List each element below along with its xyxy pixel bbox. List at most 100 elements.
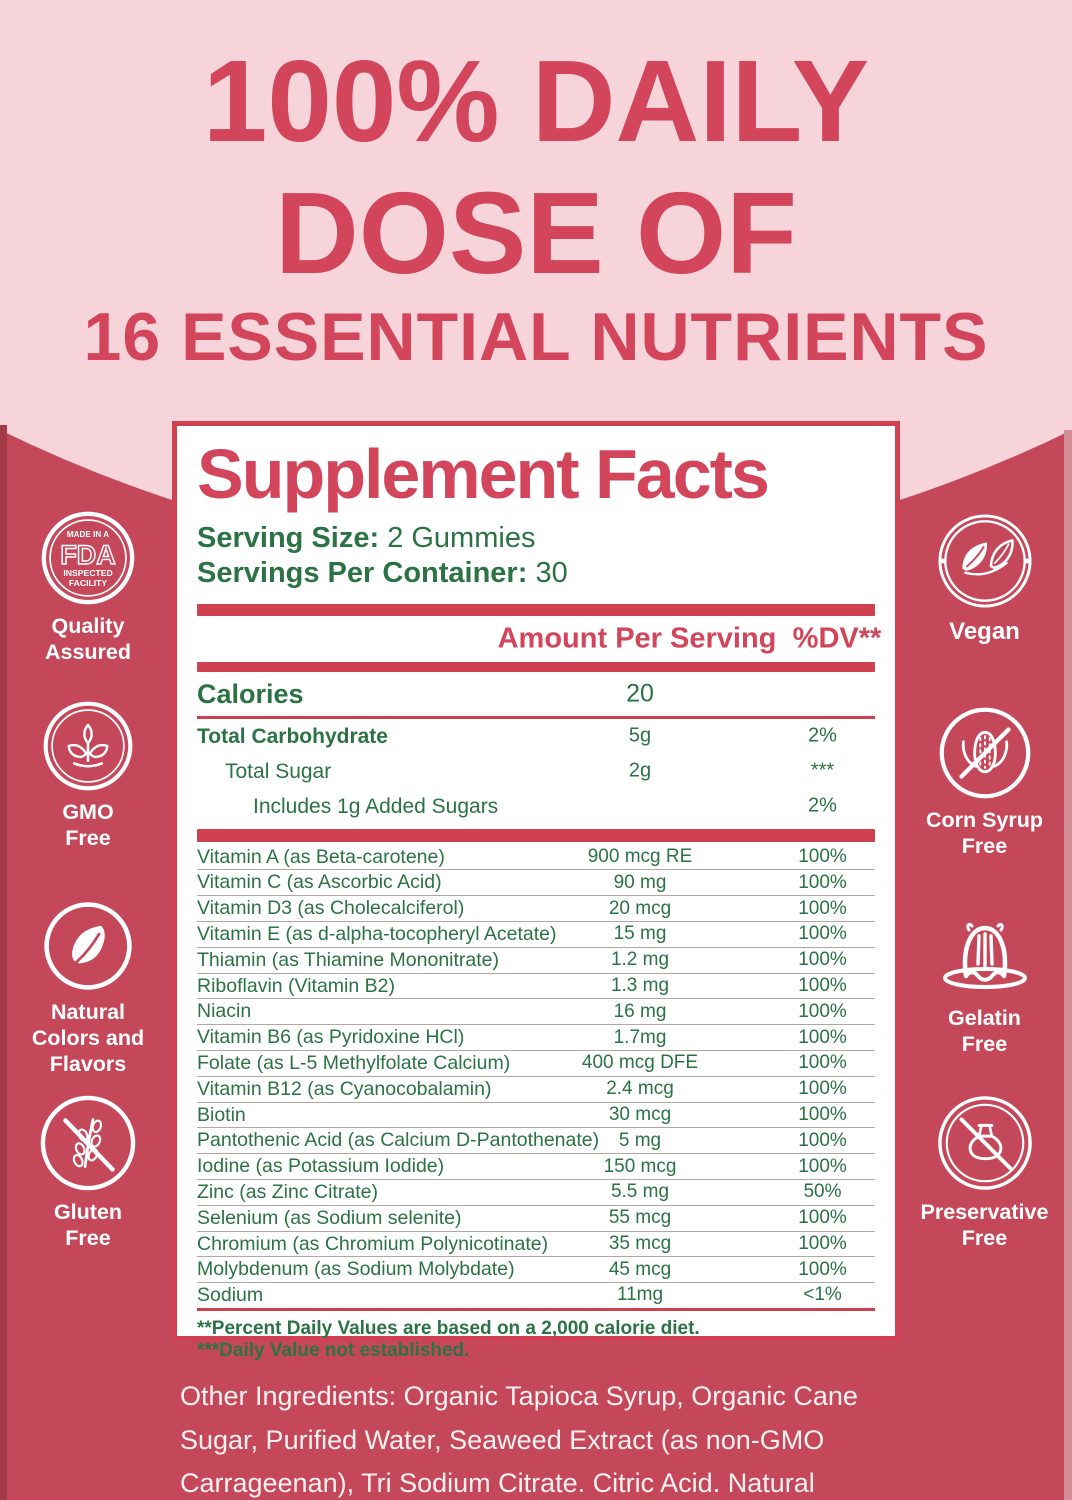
dv-header: %DV** xyxy=(792,622,882,655)
nutrient-row: Pantothenic Acid (as Calcium D-Pantothen… xyxy=(197,1128,875,1155)
badge-quality-assured: MADE IN A FDA INSPECTED FACILITY Quality… xyxy=(0,510,176,665)
nutrient-dv: 100% xyxy=(798,845,847,867)
nutrient-amount: 400 mcg DFE xyxy=(581,1052,699,1074)
badge-label: Gelatin Free xyxy=(948,1006,1021,1057)
supplement-facts-title: Supplement Facts xyxy=(197,435,770,513)
nutrient-dv: 100% xyxy=(798,1103,847,1125)
nutrient-row: Folate (as L-5 Methylfolate Calcium) 400… xyxy=(197,1051,875,1077)
nutrient-label: Folate (as L-5 Methylfolate Calcium) xyxy=(197,1051,511,1074)
nutrient-amount: 15 mg xyxy=(613,923,667,945)
divider-line xyxy=(197,1307,875,1311)
nutrient-label: Vitamin A (as Beta-carotene) xyxy=(197,845,445,868)
nutrient-label: Riboflavin (Vitamin B2) xyxy=(197,974,395,997)
macro-dv: 2% xyxy=(808,794,837,817)
macro-row: Total Sugar 2g *** xyxy=(197,754,875,789)
nutrient-amount: 16 mg xyxy=(613,1000,667,1022)
nutrient-row: Thiamin (as Thiamine Mononitrate) 1.2 mg… xyxy=(197,948,875,974)
badge-gelatin-free: Gelatin Free xyxy=(897,902,1072,1057)
fda-facility-text: FACILITY xyxy=(69,578,108,588)
badge-gmo-free: GMO Free xyxy=(0,700,176,851)
macro-dv: *** xyxy=(810,759,835,782)
nutrient-dv: 100% xyxy=(798,1026,847,1048)
pink-curve-background xyxy=(0,0,1072,560)
badge-label: Natural Colors and Flavors xyxy=(31,1000,145,1077)
nutrient-label: Zinc (as Zinc Citrate) xyxy=(197,1180,378,1203)
nutrient-label: Biotin xyxy=(197,1103,246,1126)
fda-made-in-a-text: MADE IN A xyxy=(67,530,109,539)
divider-bar xyxy=(197,661,875,672)
nutrient-label: Vitamin B6 (as Pyridoxine HCl) xyxy=(197,1026,465,1049)
macro-dv: 2% xyxy=(808,724,837,747)
nutrient-dv: <1% xyxy=(803,1284,842,1306)
nutrient-amount: 20 mcg xyxy=(608,897,672,919)
nutrient-dv: 100% xyxy=(798,1000,847,1022)
nutrient-amount: 5.5 mg xyxy=(610,1181,670,1203)
vegan-leaves-icon xyxy=(937,514,1032,608)
headline-line1: 100% DAILY xyxy=(202,36,870,166)
divider-line xyxy=(197,715,875,719)
nutrient-row: Vitamin E (as d-alpha-tocopheryl Acetate… xyxy=(197,922,875,948)
nutrient-row: Chromium (as Chromium Polynicotinate) 35… xyxy=(197,1232,875,1258)
badge-preservative-free: Preservative Free xyxy=(897,1094,1072,1251)
badge-label: Gluten Free xyxy=(53,1200,123,1251)
nutrient-dv: 100% xyxy=(798,897,847,919)
divider-bar xyxy=(197,603,875,616)
nutrient-row: Niacin 16 mg 100% xyxy=(197,999,875,1026)
badge-vegan: Vegan xyxy=(897,512,1072,646)
badge-label: Preservative Free xyxy=(920,1200,1049,1251)
serving-size-label: Serving Size: xyxy=(197,521,380,554)
nutrient-label: Vitamin D3 (as Cholecalciferol) xyxy=(197,897,465,920)
no-flask-icon xyxy=(937,1096,1032,1190)
badge-label: Corn Syrup Free xyxy=(925,808,1044,859)
nutrient-label: Selenium (as Sodium selenite) xyxy=(197,1206,462,1229)
nutrient-label: Thiamin (as Thiamine Mononitrate) xyxy=(197,948,500,971)
no-corn-icon xyxy=(939,707,1030,799)
calories-label: Calories xyxy=(197,678,304,709)
amount-per-serving-header: Amount Per Serving xyxy=(497,622,777,655)
nutrient-row: Vitamin D3 (as Cholecalciferol) 20 mcg 1… xyxy=(197,896,875,922)
nutrient-dv: 100% xyxy=(798,1052,847,1074)
nutrient-amount: 11mg xyxy=(616,1284,664,1306)
nutrient-row: Zinc (as Zinc Citrate) 5.5 mg 50% xyxy=(197,1180,875,1206)
other-ingredients: Other Ingredients: Organic Tapioca Syrup… xyxy=(180,1381,858,1499)
nutrient-row: Vitamin B6 (as Pyridoxine HCl) 1.7mg 100… xyxy=(197,1025,875,1051)
serving-size-line: Serving Size: 2 Gummies xyxy=(197,521,875,556)
nutrient-label: Pantothenic Acid (as Calcium D-Pantothen… xyxy=(197,1129,600,1152)
nutrient-row: Selenium (as Sodium selenite) 55 mcg 100… xyxy=(197,1206,875,1232)
macro-label: Total Sugar xyxy=(225,759,332,783)
nutrient-label: Niacin xyxy=(197,1000,252,1023)
macro-amount: 5g xyxy=(628,724,652,747)
nutrient-dv: 100% xyxy=(798,974,847,996)
sprout-icon xyxy=(43,701,133,791)
macro-rows: Total Carbohydrate 5g 2% Total Sugar 2g … xyxy=(197,719,875,824)
servings-per-container-line: Servings Per Container: 30 xyxy=(197,556,875,591)
nutrient-amount: 2.4 mcg xyxy=(606,1078,674,1100)
right-edge-strip xyxy=(1064,430,1072,1500)
macro-label: Includes 1g Added Sugars xyxy=(253,794,499,818)
nutrient-dv: 100% xyxy=(798,1258,847,1280)
fda-text: FDA xyxy=(60,540,115,570)
servings-value: 30 xyxy=(535,557,568,590)
nutrient-amount: 55 mcg xyxy=(608,1207,672,1229)
nutrient-amount: 1.2 mg xyxy=(610,949,670,971)
headline-line2: DOSE OF xyxy=(274,168,798,298)
leaf-icon xyxy=(44,902,132,990)
headline-line3: 16 ESSENTIAL NUTRIENTS xyxy=(83,299,989,375)
badge-gluten-free: Gluten Free xyxy=(0,1094,176,1251)
nutrient-dv: 100% xyxy=(798,1232,847,1254)
nutrient-amount: 90 mg xyxy=(613,871,667,893)
nutrient-dv: 100% xyxy=(798,1207,847,1229)
nutrient-rows: Vitamin A (as Beta-carotene) 900 mcg RE … xyxy=(197,845,875,1308)
supplement-facts-panel: Supplement Facts Serving Size: 2 Gummies… xyxy=(172,421,900,1361)
macro-row: Total Carbohydrate 5g 2% xyxy=(197,719,875,754)
badge-label: GMO Free xyxy=(62,800,114,851)
nutrient-dv: 100% xyxy=(798,923,847,945)
nutrient-row: Sodium 11mg <1% xyxy=(197,1283,875,1308)
nutrient-row: Vitamin C (as Ascorbic Acid) 90 mg 100% xyxy=(197,870,875,897)
nutrient-amount: 30 mcg xyxy=(608,1103,672,1125)
servings-label: Servings Per Container: xyxy=(197,557,528,590)
nutrient-dv: 100% xyxy=(798,1129,847,1151)
nutrient-row: Riboflavin (Vitamin B2) 1.3 mg 100% xyxy=(197,974,875,1000)
fda-inspected-text: INSPECTED xyxy=(63,568,112,578)
